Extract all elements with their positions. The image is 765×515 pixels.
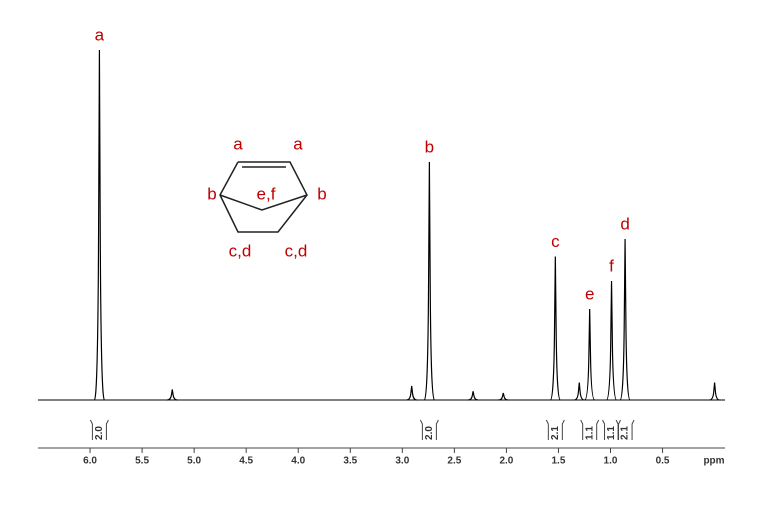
integral-label: 2.0	[94, 426, 105, 440]
integral-bracket	[580, 419, 600, 440]
x-tick-label: 4.5	[239, 456, 253, 467]
peak-label: d	[620, 214, 629, 233]
x-tick-label: 2.5	[447, 456, 461, 467]
x-tick-label: 5.5	[135, 456, 149, 467]
integral-bracket	[545, 419, 565, 440]
integral-label: 1.1	[606, 426, 617, 440]
structure	[219, 161, 308, 233]
peak-label: e	[585, 284, 594, 303]
peak	[709, 382, 720, 401]
atom-label: a	[293, 134, 303, 153]
x-tick-label: 5.0	[187, 456, 201, 467]
x-axis-label: ppm	[703, 456, 724, 467]
x-tick-label: 3.0	[395, 456, 409, 467]
integral-bracket	[89, 419, 109, 440]
peak-label: c	[551, 232, 560, 251]
atom-label: e,f	[257, 184, 276, 203]
peak	[498, 392, 509, 401]
integral-label: 2.1	[620, 426, 631, 440]
peak	[406, 385, 417, 401]
x-tick-label: 1.0	[604, 456, 618, 467]
integral-label: 1.1	[584, 426, 595, 440]
atom-label: b	[207, 184, 216, 203]
peak	[93, 49, 106, 401]
peak	[584, 308, 596, 401]
x-tick-label: 6.0	[83, 456, 97, 467]
integral-label: 2.1	[550, 426, 561, 440]
peak	[423, 161, 435, 401]
integral-label: 2.0	[424, 426, 435, 440]
atom-label: c,d	[229, 241, 252, 260]
x-tick-label: 2.0	[499, 456, 513, 467]
x-tick-label: 3.5	[343, 456, 357, 467]
peak	[167, 389, 178, 401]
atom-label: c,d	[285, 241, 308, 260]
peak	[619, 238, 631, 401]
atom-label: a	[233, 134, 243, 153]
integral-bracket	[419, 419, 439, 440]
x-tick-label: 1.5	[552, 456, 566, 467]
bridge	[219, 194, 308, 211]
peak	[468, 391, 479, 401]
peak	[605, 280, 618, 401]
x-tick-label: 0.5	[656, 456, 670, 467]
peak	[549, 256, 561, 401]
peak-label: a	[95, 25, 105, 44]
integral-bracket	[615, 419, 635, 440]
peak-label: f	[609, 256, 614, 275]
peak	[574, 382, 585, 401]
x-tick-label: 4.0	[291, 456, 305, 467]
peak-label: b	[425, 137, 434, 156]
atom-label: b	[317, 184, 326, 203]
